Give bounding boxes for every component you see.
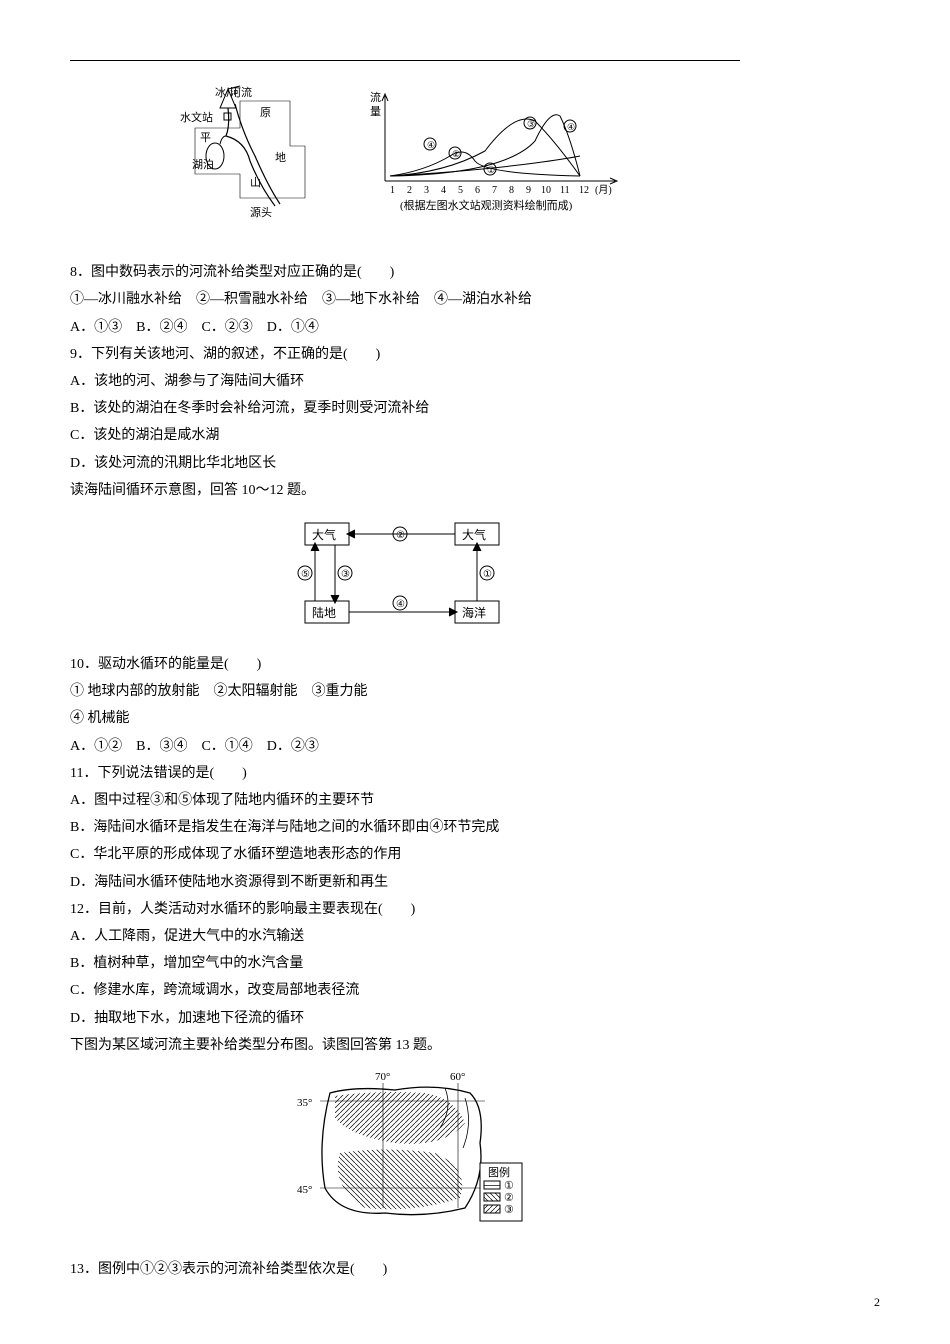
svg-text:③: ③ xyxy=(341,569,350,580)
svg-text:①: ① xyxy=(504,1180,514,1192)
top-rule xyxy=(70,60,740,61)
q10-items2: ④ 机械能 xyxy=(70,706,740,731)
chart-caption: (根据左图水文站观测资料绘制而成) xyxy=(400,198,573,212)
intro-3: 下图为某区域河流主要补给类型分布图。读图回答第 13 题。 xyxy=(70,1033,740,1058)
svg-text:4: 4 xyxy=(441,185,446,196)
q12-stem: 12．目前，人类活动对水循环的影响最主要表现在( ) xyxy=(70,897,740,922)
q10-stem: 10．驱动水循环的能量是( ) xyxy=(70,652,740,677)
label-lake: 湖泊 xyxy=(192,158,214,171)
q11-stem: 11．下列说法错误的是( ) xyxy=(70,761,740,786)
svg-text:①: ① xyxy=(483,569,492,580)
q11-a: A．图中过程③和⑤体现了陆地内循环的主要环节 xyxy=(70,788,740,813)
svg-text:③: ③ xyxy=(504,1204,514,1216)
label-plain: 平 xyxy=(200,132,211,144)
svg-text:12: 12 xyxy=(579,185,589,196)
svg-text:3: 3 xyxy=(424,185,429,196)
svg-text:④: ④ xyxy=(396,599,405,610)
svg-text:7: 7 xyxy=(492,185,497,196)
svg-text:大气: 大气 xyxy=(462,527,486,542)
svg-text:10: 10 xyxy=(541,185,551,196)
q11-c: C．华北平原的形成体现了水循环塑造地表形态的作用 xyxy=(70,842,740,867)
svg-text:④: ④ xyxy=(427,140,435,150)
svg-text:9: 9 xyxy=(526,185,531,196)
svg-text:④: ④ xyxy=(567,122,575,132)
y-axis-label: 流 xyxy=(370,90,381,104)
figure-1: 河流 冰川 水文站 原 平 湖泊 山 地 源头 流 量 xyxy=(70,81,740,250)
svg-text:陆地: 陆地 xyxy=(312,605,336,620)
figure-2: 大气 大气 陆地 海洋 ② ① ⑤ ③ ④ xyxy=(70,513,740,642)
q12-d: D．抽取地下水，加速地下径流的循环 xyxy=(70,1006,740,1031)
q13-stem: 13．图例中①②③表示的河流补给类型依次是( ) xyxy=(70,1257,740,1282)
svg-text:70°: 70° xyxy=(375,1071,390,1083)
label-source: 源头 xyxy=(250,205,272,219)
q12-b: B．植树种草，增加空气中的水汽含量 xyxy=(70,951,740,976)
q10-items1: ① 地球内部的放射能 ②太阳辐射能 ③重力能 xyxy=(70,679,740,704)
svg-text:45°: 45° xyxy=(297,1184,312,1196)
q11-b: B．海陆间水循环是指发生在海洋与陆地之间的水循环即由④环节完成 xyxy=(70,815,740,840)
svg-text:35°: 35° xyxy=(297,1097,312,1109)
q9-d: D．该处河流的汛期比华北地区长 xyxy=(70,451,740,476)
svg-text:②: ② xyxy=(504,1192,514,1204)
svg-text:②: ② xyxy=(452,149,460,159)
svg-text:③: ③ xyxy=(527,119,535,129)
q12-a: A．人工降雨，促进大气中的水汽输送 xyxy=(70,924,740,949)
intro-2: 读海陆间循环示意图，回答 10～12 题。 xyxy=(70,478,740,503)
svg-text:①: ① xyxy=(487,165,495,175)
svg-text:11: 11 xyxy=(560,185,570,196)
svg-text:1: 1 xyxy=(390,185,395,196)
figure-3: 70° 60° 35° 45° 图例 ① ② ③ xyxy=(70,1068,740,1247)
svg-text:大气: 大气 xyxy=(312,527,336,542)
page-number: 2 xyxy=(874,1292,880,1314)
q8-items: ①—冰川融水补给 ②—积雪融水补给 ③—地下水补给 ④—湖泊水补给 xyxy=(70,287,740,312)
q9-c: C．该处的湖泊是咸水湖 xyxy=(70,423,740,448)
svg-text:60°: 60° xyxy=(450,1071,465,1083)
q9-stem: 9．下列有关该地河、湖的叙述，不正确的是( ) xyxy=(70,342,740,367)
label-plateau: 原 xyxy=(260,107,271,119)
q8-stem: 8．图中数码表示的河流补给类型对应正确的是( ) xyxy=(70,260,740,285)
q9-a: A．该地的河、湖参与了海陆间大循环 xyxy=(70,369,740,394)
label-station: 水文站 xyxy=(180,110,213,124)
y-axis-label-2: 量 xyxy=(370,105,381,118)
svg-text:⑤: ⑤ xyxy=(301,569,310,580)
svg-text:5: 5 xyxy=(458,185,463,196)
svg-text:海洋: 海洋 xyxy=(462,605,486,620)
svg-text:6: 6 xyxy=(475,185,480,196)
q10-opts: A．①② B．③④ C．①④ D．②③ xyxy=(70,734,740,759)
label-land: 地 xyxy=(275,151,286,164)
q12-c: C．修建水库，跨流域调水，改变局部地表径流 xyxy=(70,978,740,1003)
q9-b: B．该处的湖泊在冬季时会补给河流，夏季时则受河流补给 xyxy=(70,396,740,421)
svg-text:②: ② xyxy=(396,530,405,541)
svg-text:2: 2 xyxy=(407,185,412,196)
svg-text:8: 8 xyxy=(509,185,514,196)
svg-text:(月): (月) xyxy=(595,184,612,196)
svg-text:图例: 图例 xyxy=(488,1165,510,1179)
q11-d: D．海陆间水循环使陆地水资源得到不断更新和再生 xyxy=(70,870,740,895)
q8-opts: A．①③ B．②④ C．②③ D．①④ xyxy=(70,315,740,340)
